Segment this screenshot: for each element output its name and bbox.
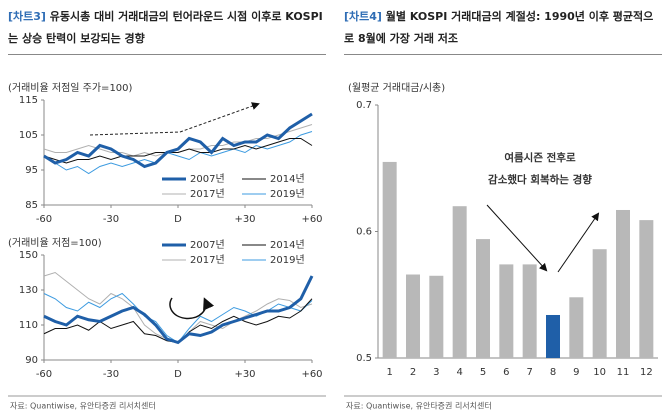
x-tick-label: -60 bbox=[36, 369, 52, 380]
series-line bbox=[43, 112, 313, 169]
legend-label: 2007년 bbox=[190, 239, 225, 251]
y-tick-label: 90 bbox=[25, 355, 38, 366]
x-tick-label: 11 bbox=[617, 367, 630, 378]
legend-label: 2017년 bbox=[190, 254, 225, 266]
y-tick-label: 85 bbox=[25, 200, 38, 211]
x-tick-label: 7 bbox=[526, 367, 532, 378]
x-tick-label: 4 bbox=[456, 367, 462, 378]
x-tick-label: -60 bbox=[36, 214, 52, 225]
x-tick-label: 12 bbox=[640, 367, 653, 378]
y-tick-label: 95 bbox=[25, 165, 38, 176]
chart-label: [차트3] bbox=[8, 10, 46, 23]
y-axis-label: (거래비율 저점일 주가=100) bbox=[8, 82, 133, 94]
series-line bbox=[43, 131, 313, 175]
chart-header: [차트4] 월별 KOSPI 거래대금의 계절성: 1990년 이후 평균적으로… bbox=[344, 6, 662, 55]
source: 자료: Quantiwise, 유안타증권 리서치센터 bbox=[10, 401, 156, 411]
bar bbox=[382, 161, 397, 358]
series-line bbox=[43, 275, 314, 345]
x-tick-label: 10 bbox=[593, 367, 606, 378]
bar bbox=[406, 274, 420, 358]
chart-label: [차트4] bbox=[344, 10, 382, 23]
series-line bbox=[43, 124, 313, 157]
x-tick-label: 6 bbox=[503, 367, 509, 378]
annotation: 감소했다 회복하는 경향 bbox=[488, 173, 592, 186]
x-tick-label: 3 bbox=[433, 367, 439, 378]
bar bbox=[639, 220, 654, 358]
bar bbox=[452, 206, 467, 358]
bar bbox=[429, 275, 444, 358]
legend-label: 2017년 bbox=[190, 188, 225, 200]
legend-label: 2007년 bbox=[190, 173, 225, 185]
annotation: 여름시즌 전후로 bbox=[504, 151, 576, 164]
legend-label: 2014년 bbox=[270, 173, 305, 185]
x-tick-label: +60 bbox=[301, 214, 322, 225]
x-tick-label: +60 bbox=[301, 369, 322, 380]
y-tick-label: 130 bbox=[19, 285, 38, 296]
series-line bbox=[43, 138, 313, 164]
y-tick-label: 150 bbox=[19, 250, 38, 261]
bar bbox=[476, 239, 490, 358]
y-tick-label: 0.6 bbox=[356, 227, 372, 238]
x-tick-label: 8 bbox=[550, 367, 556, 378]
chart-title: 월별 KOSPI 거래대금의 계절성: 1990년 이후 평균적으로 8월에 가… bbox=[344, 10, 654, 45]
x-tick-label: +30 bbox=[234, 214, 255, 225]
x-tick-label: 9 bbox=[573, 367, 579, 378]
source: 자료: Quantiwise, 유안타증권 리서치센터 bbox=[346, 401, 492, 411]
annotation-arrow bbox=[486, 204, 548, 272]
chart-header: [차트3] 유동시총 대비 거래대금의 턴어라운드 시점 이후로 KOSPI는 … bbox=[8, 6, 326, 55]
legend-label: 2019년 bbox=[270, 188, 305, 200]
bar bbox=[569, 297, 584, 358]
x-tick-label: 1 bbox=[386, 367, 392, 378]
x-tick-label: 5 bbox=[480, 367, 486, 378]
bar bbox=[499, 264, 514, 358]
x-tick-label: -30 bbox=[103, 369, 119, 380]
x-tick-label: -30 bbox=[103, 214, 119, 225]
bar bbox=[616, 209, 630, 358]
legend-label: 2019년 bbox=[270, 254, 305, 266]
x-tick-label: 2 bbox=[410, 367, 416, 378]
annotation-arrow bbox=[89, 131, 181, 136]
y-tick-label: 110 bbox=[19, 320, 38, 331]
y-tick-label: 105 bbox=[19, 130, 38, 141]
legend-label: 2014년 bbox=[270, 239, 305, 251]
annotation-arrow bbox=[557, 212, 600, 273]
bar bbox=[522, 264, 537, 358]
y-tick-label: 115 bbox=[19, 95, 38, 106]
y-tick-label: 0.5 bbox=[356, 353, 372, 364]
x-tick-label: +30 bbox=[234, 369, 255, 380]
annotation-arrow bbox=[179, 102, 260, 133]
annotation-arrow bbox=[169, 297, 215, 320]
chart-title: 유동시총 대비 거래대금의 턴어라운드 시점 이후로 KOSPI는 상승 탄력이… bbox=[8, 10, 323, 45]
bar bbox=[592, 249, 607, 358]
y-axis-label: (월평균 거래대금/시총) bbox=[348, 82, 445, 94]
y-tick-label: 0.7 bbox=[356, 100, 372, 111]
series-line bbox=[43, 271, 313, 344]
x-tick-label: D bbox=[174, 369, 182, 380]
bar bbox=[546, 314, 560, 358]
y-axis-label: (거래비율 저점=100) bbox=[8, 237, 102, 249]
x-tick-label: D bbox=[174, 214, 182, 225]
